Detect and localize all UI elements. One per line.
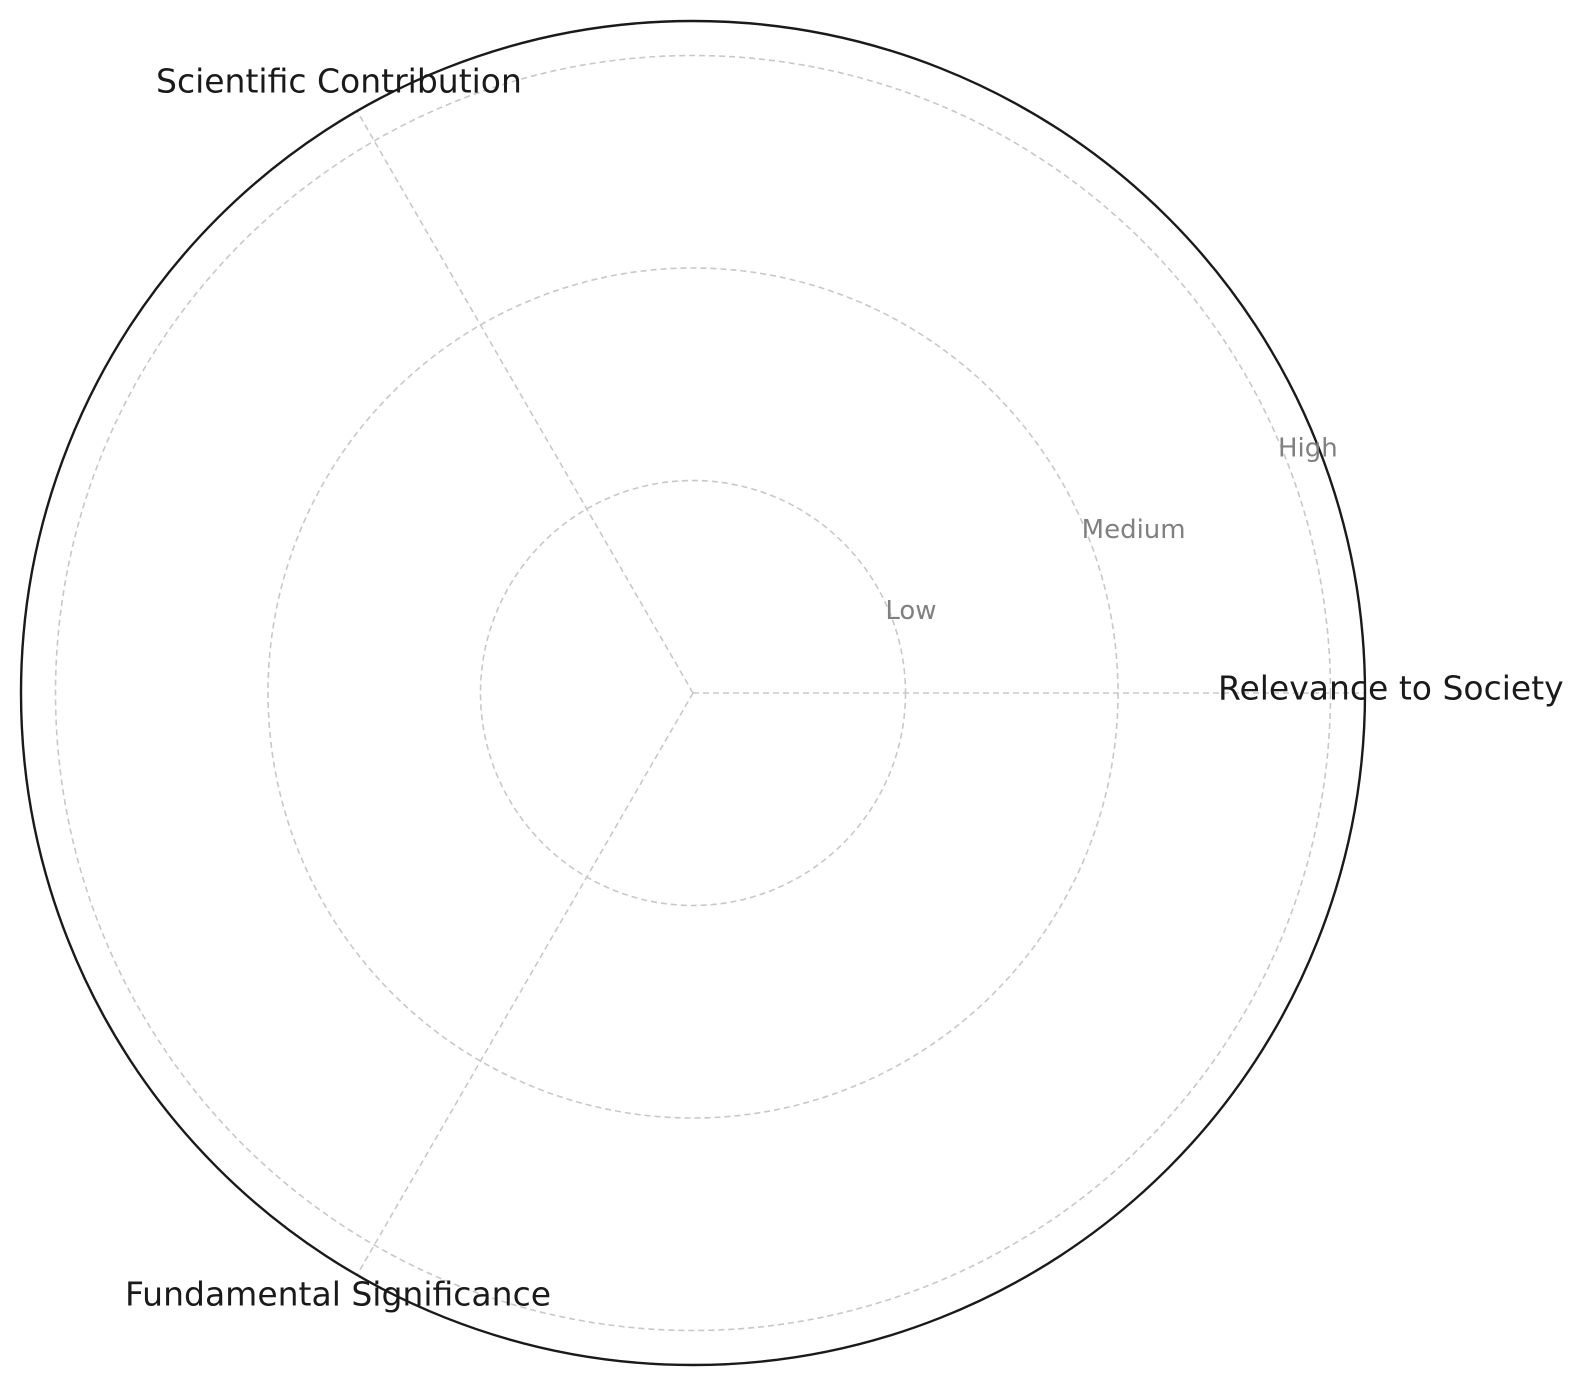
polar-frame (19, 19, 1367, 1367)
spoke-layer (356, 111, 1365, 1275)
spoke-fundamental-significance (356, 692, 694, 1275)
label-layer: Low Medium High Relevance to Society Scienti… (125, 62, 1564, 1314)
axis-label-fundamental-significance: Fundamental Significance (125, 1275, 551, 1314)
spoke-scientific-contribution (356, 111, 694, 694)
ring-label-low: Low (885, 596, 936, 626)
ring-gridline-high (54, 54, 1332, 1332)
ring-label-medium: Medium (1082, 515, 1186, 545)
axis-label-scientific-contribution: Scientific Contribution (156, 62, 522, 101)
frame-layer (19, 19, 1367, 1367)
ring-label-high: High (1278, 434, 1338, 464)
axis-label-relevance-to-society: Relevance to Society (1218, 669, 1564, 708)
